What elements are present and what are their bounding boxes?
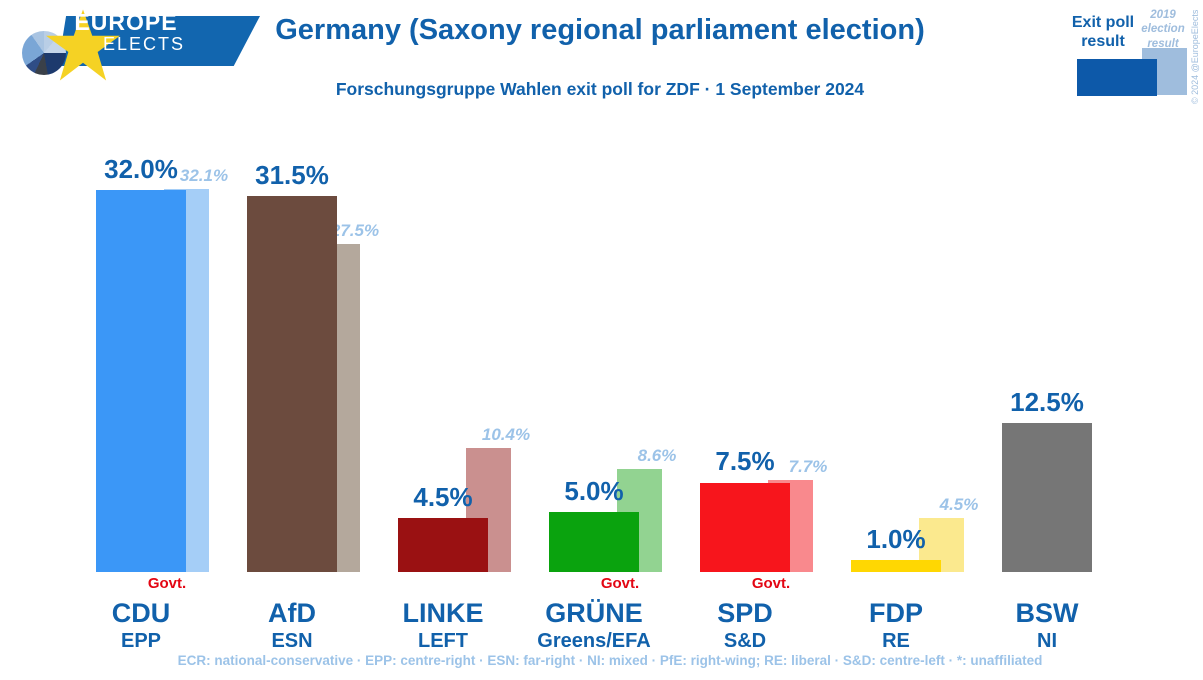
star-icon	[46, 9, 120, 81]
prev-result-value-spd: 7.7%	[788, 457, 828, 477]
eu-group-label-spd: S&D	[723, 630, 767, 652]
party-label-fdp: FDP	[869, 598, 923, 628]
group-key-footnote: ECR: national-conservative · EPP: centre…	[177, 653, 1043, 668]
exit-poll-bar-fdp	[851, 560, 941, 572]
exit-poll-value-bsw: 12.5%	[1010, 386, 1084, 417]
exit-poll-value-linke: 4.5%	[413, 482, 473, 513]
eu-group-label-bsw: NI	[1037, 630, 1057, 652]
govt-badge-grüne: Govt.	[600, 575, 640, 592]
exit-poll-value-cdu: 32.0%	[104, 153, 178, 184]
eu-group-label-grüne: Greens/EFA	[537, 630, 651, 652]
legend-exit-poll-swatch	[1077, 59, 1157, 96]
chart-subtitle: Forschungsgruppe Wahlen exit poll for ZD…	[335, 79, 865, 99]
party-label-afd: AfD	[268, 598, 316, 628]
logo-text-elects: ELECTS	[102, 34, 186, 54]
logo-text-europe: EUROPE	[74, 9, 178, 35]
prev-result-value-cdu: 32.1%	[179, 165, 229, 185]
prev-result-value-afd: 27.5%	[330, 220, 380, 240]
exit-poll-value-afd: 31.5%	[255, 159, 329, 190]
exit-poll-bar-grüne	[549, 512, 639, 572]
govt-badge-spd: Govt.	[751, 575, 791, 592]
exit-poll-bar-linke	[398, 518, 488, 572]
chart-title: Germany (Saxony regional parliament elec…	[275, 14, 925, 46]
exit-poll-bar-cdu	[96, 189, 186, 572]
exit-poll-bar-spd	[700, 482, 790, 572]
eu-group-label-cdu: EPP	[120, 630, 162, 652]
europe-elects-logo: EUROPE ELECTS	[8, 4, 278, 82]
party-label-grüne: GRÜNE	[545, 598, 643, 628]
party-label-linke: LINKE	[402, 598, 484, 628]
prev-result-value-fdp: 4.5%	[939, 495, 979, 515]
party-label-cdu: CDU	[111, 598, 171, 628]
exit-poll-bar-afd	[247, 195, 337, 572]
legend-2019-result-label: 2019 election result	[1141, 9, 1185, 50]
exit-poll-value-spd: 7.5%	[715, 446, 775, 477]
govt-badge-cdu: Govt.	[147, 575, 187, 592]
exit-poll-bar-bsw	[1002, 422, 1092, 572]
party-label-spd: SPD	[717, 598, 773, 628]
eu-group-label-fdp: RE	[882, 630, 910, 652]
exit-poll-value-fdp: 1.0%	[866, 524, 926, 555]
eu-group-label-linke: LEFT	[418, 630, 468, 652]
prev-result-value-linke: 10.4%	[481, 424, 531, 444]
party-label-bsw: BSW	[1015, 598, 1079, 628]
exit-poll-value-grüne: 5.0%	[564, 476, 624, 507]
legend-exit-poll-label: Exit poll result	[1071, 14, 1135, 51]
prev-result-value-grüne: 8.6%	[637, 446, 677, 466]
eu-group-label-afd: ESN	[271, 630, 313, 652]
